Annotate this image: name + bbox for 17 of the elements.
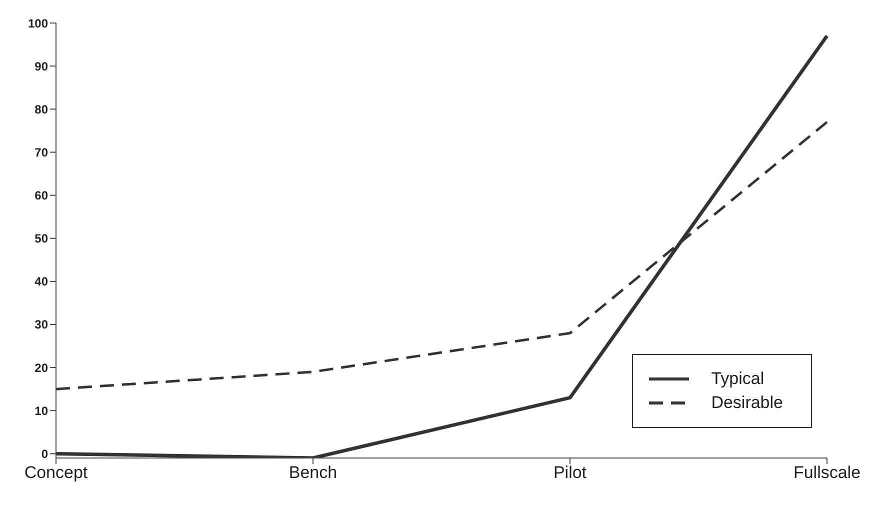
y-tick-label: 100: [28, 16, 48, 30]
y-tick-label: 10: [34, 404, 48, 418]
y-tick-label: 60: [34, 188, 48, 203]
y-tick-label: 70: [34, 145, 48, 160]
y-tick-label: 50: [34, 232, 48, 246]
y-tick-label: 80: [34, 102, 48, 116]
legend-label: Desirable: [711, 393, 783, 413]
x-tick-label: Fullscale: [793, 463, 861, 482]
x-tick-label: Pilot: [553, 463, 587, 482]
x-tick-label: Concept: [24, 463, 88, 482]
x-tick-label: Bench: [288, 463, 338, 482]
y-tick-label: 90: [34, 59, 48, 74]
legend-label: Typical: [711, 369, 764, 389]
y-tick-label: 20: [34, 360, 48, 375]
y-tick-label: 30: [34, 318, 48, 332]
y-tick-label: 0: [41, 446, 48, 461]
y-tick-label: 40: [34, 274, 48, 289]
